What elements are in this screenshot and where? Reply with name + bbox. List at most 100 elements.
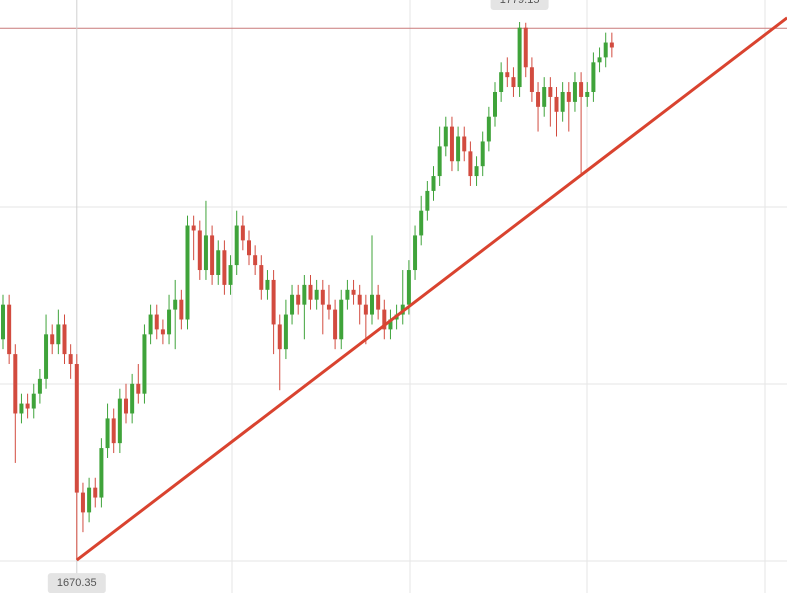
- candle-body: [124, 398, 128, 414]
- candle-body: [456, 136, 461, 162]
- candle-body: [290, 294, 295, 315]
- candle-body: [216, 250, 221, 275]
- candle-body: [529, 67, 534, 92]
- candle-body: [493, 91, 497, 117]
- candle-body: [210, 235, 215, 275]
- candle-body: [283, 314, 288, 350]
- candle-body: [25, 403, 30, 409]
- candle-body: [333, 309, 338, 340]
- candle-body: [603, 42, 608, 58]
- candle-body: [376, 294, 381, 310]
- candle-body: [105, 418, 110, 449]
- candle-body: [363, 304, 368, 315]
- candle-body: [554, 96, 559, 112]
- candle-body: [160, 329, 165, 335]
- candle-body: [523, 27, 528, 68]
- candle-body: [413, 235, 418, 271]
- candle-body: [136, 383, 141, 394]
- candle-body: [142, 334, 147, 394]
- candle-body: [566, 91, 571, 102]
- candle-body: [99, 448, 104, 498]
- candle-body: [130, 383, 135, 414]
- candle-body: [505, 72, 510, 78]
- candle-body: [579, 82, 584, 97]
- candle-body: [449, 126, 454, 162]
- candle-body: [572, 82, 577, 102]
- candle-body: [357, 294, 362, 305]
- candle-body: [277, 324, 282, 350]
- candle-body: [228, 265, 233, 285]
- candle-body: [271, 279, 276, 325]
- candle-body: [388, 319, 393, 330]
- candle-body: [111, 418, 116, 444]
- candle-body: [536, 91, 541, 107]
- candle-body: [31, 393, 36, 409]
- candle-body: [44, 334, 49, 379]
- candle-body: [68, 354, 73, 365]
- candle-body: [370, 294, 374, 315]
- candle-body: [62, 324, 67, 355]
- candle-body: [431, 176, 436, 191]
- candle-body: [517, 27, 522, 88]
- candle-body: [234, 225, 239, 266]
- candle-body: [468, 151, 473, 177]
- candle-body: [197, 230, 202, 271]
- candle-body: [560, 91, 565, 112]
- candle-body: [339, 299, 344, 340]
- candle-body: [474, 166, 479, 177]
- candle-body: [437, 146, 442, 177]
- candle-body: [148, 314, 153, 335]
- price-label-box: [490, 0, 549, 11]
- candle-body: [351, 289, 356, 295]
- candle-body: [13, 354, 18, 414]
- candle-body: [296, 294, 301, 305]
- candle-body: [302, 284, 307, 305]
- candle-body: [406, 270, 411, 305]
- candle-body: [191, 225, 196, 231]
- candle-body: [511, 77, 516, 88]
- candle-body: [87, 487, 92, 513]
- candle-body: [308, 284, 313, 300]
- candle-body: [480, 141, 485, 167]
- candle-body: [185, 225, 190, 320]
- candle-body: [499, 72, 504, 92]
- candle-body: [609, 42, 614, 48]
- candle-body: [240, 225, 245, 241]
- candle-body: [265, 279, 270, 290]
- candle-body: [585, 91, 590, 97]
- candle-body: [80, 492, 85, 513]
- candle-body: [345, 289, 350, 300]
- candle-body: [37, 378, 42, 394]
- candle-body: [542, 87, 547, 107]
- candle-body: [326, 304, 331, 310]
- candle-body: [443, 126, 448, 147]
- candle-body: [222, 250, 227, 285]
- candle-body: [19, 403, 24, 414]
- candle-body: [167, 309, 172, 335]
- trendline: [75, 16, 787, 562]
- candle-body: [462, 136, 467, 152]
- candle-body: [56, 324, 61, 345]
- candle-body: [314, 289, 319, 300]
- candle-body: [548, 87, 553, 97]
- candle-body: [320, 289, 325, 305]
- candle-body: [247, 240, 251, 256]
- candle-body: [50, 334, 55, 345]
- candle-body: [117, 398, 122, 444]
- candle-body: [179, 299, 184, 320]
- candle-body: [486, 116, 491, 142]
- candle-body: [154, 314, 159, 330]
- candle-body: [597, 57, 602, 63]
- price-label: 1670.35: [57, 577, 97, 589]
- price-label: 1779.15: [500, 0, 540, 6]
- candle-body: [382, 309, 387, 330]
- candle-body: [7, 304, 12, 355]
- candle-body: [425, 190, 430, 211]
- candle-body: [74, 364, 79, 493]
- candle-body: [253, 255, 258, 266]
- price-label-box: [47, 573, 106, 593]
- candle-body: [419, 210, 424, 236]
